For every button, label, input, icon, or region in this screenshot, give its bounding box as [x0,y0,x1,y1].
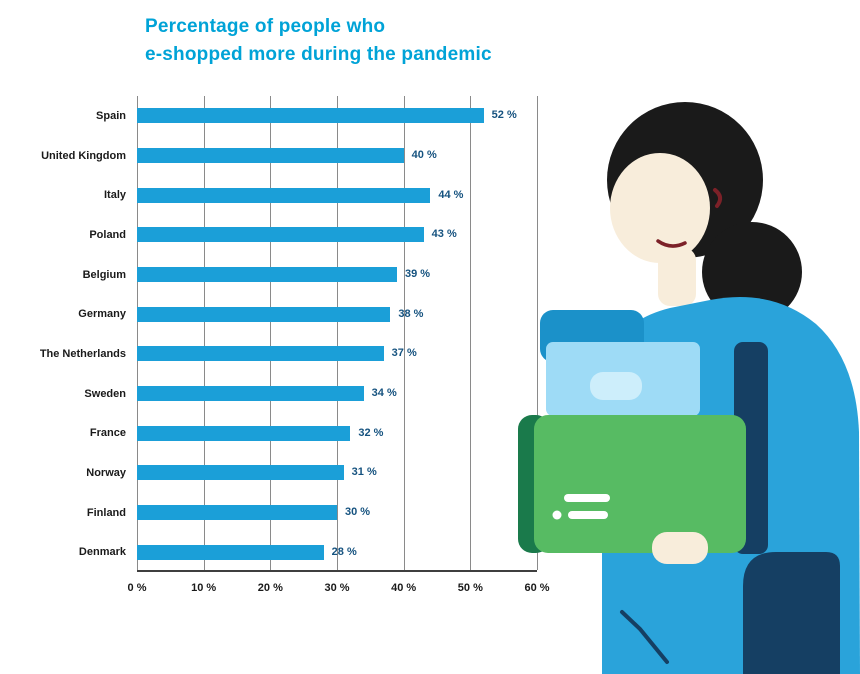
bar-row: 40 % [137,136,537,176]
hair-bun [702,222,802,322]
blue-box-label [590,372,642,400]
green-box [534,415,746,553]
bar [137,425,351,441]
chart-title: Percentage of people who e-shopped more … [145,16,492,65]
bar-value-label: 28 % [331,545,357,558]
mouth [656,239,687,248]
category-label: United Kingdom [41,149,126,162]
face [610,153,710,263]
bar [137,465,344,481]
hair-accent [713,188,722,208]
gridline [203,96,205,570]
bar-row: 28 % [137,532,537,572]
gridline [137,96,138,570]
bar-value-label: 32 % [358,426,384,439]
bar-row: 32 % [137,413,537,453]
x-tick-label: 60 % [524,582,550,594]
category-label: Spain [96,109,126,122]
x-tick-label: 20 % [257,582,283,594]
bar-value-label: 43 % [431,228,457,241]
bar [137,385,364,401]
bar-row: 43 % [137,215,537,255]
gridline [270,96,272,570]
x-tick-label: 10 % [191,582,217,594]
gridline [403,96,405,570]
bar-value-label: 39 % [405,267,431,280]
gridline [537,96,538,570]
green-box-mark-1 [564,494,610,502]
x-axis: 0 % 10 % 20 % 30 % 40 % 50 % 60 % [128,582,550,602]
bar-value-label: 52 % [491,109,517,122]
bar [137,266,397,282]
category-label: Sweden [84,387,126,400]
bar-row: 30 % [137,493,537,533]
neck [658,248,696,306]
bar [137,346,384,362]
category-label: The Netherlands [39,347,126,360]
bar [137,187,431,203]
skirt [743,552,840,674]
x-tick-label: 30 % [324,582,350,594]
bar-value-label: 38 % [398,307,424,320]
woman-carrying-boxes-illustration [518,102,860,674]
bar-row: 52 % [137,96,537,136]
category-label: France [89,427,126,440]
bar-row: 31 % [137,453,537,493]
category-label: Norway [86,466,126,479]
hand [652,532,708,564]
bar-value-label: 34 % [371,386,397,399]
bar-row: 38 % [137,294,537,334]
bar-row: 39 % [137,255,537,295]
green-box-mark-dot [552,510,562,520]
gridline [337,96,338,570]
bar-value-label: 30 % [345,505,371,518]
bar-value-label: 40 % [411,148,437,161]
plot-area: 52 % 40 % 44 % 43 % 39 % 38 % 37 % 34 % 32 % 31 %… [137,96,538,572]
bar [137,306,391,322]
x-tick-label: 40 % [391,582,417,594]
green-box-mark-2 [568,511,608,519]
bar-value-label: 31 % [351,466,377,479]
category-label: Belgium [82,268,126,281]
category-labels: Spain United Kingdom Italy Poland Belgium Ger… [9,96,137,572]
category-label: Poland [89,228,126,241]
category-label: Denmark [78,546,126,559]
bar-row: 37 % [137,334,537,374]
category-label: Italy [103,189,126,202]
bar-row: 44 % [137,175,537,215]
category-label: Finland [86,506,126,519]
bar [137,544,324,560]
bar-value-label: 44 % [438,188,464,201]
bar-row: 34 % [137,374,537,414]
bar [137,147,404,163]
bar [137,504,337,520]
x-tick-label: 50 % [457,582,483,594]
crease-line [620,610,669,664]
category-label: Germany [78,308,126,321]
x-tick-label: 0 % [127,582,147,594]
bar [137,108,484,124]
gridline [470,96,472,570]
bar [137,227,424,243]
bar-value-label: 37 % [391,347,417,360]
